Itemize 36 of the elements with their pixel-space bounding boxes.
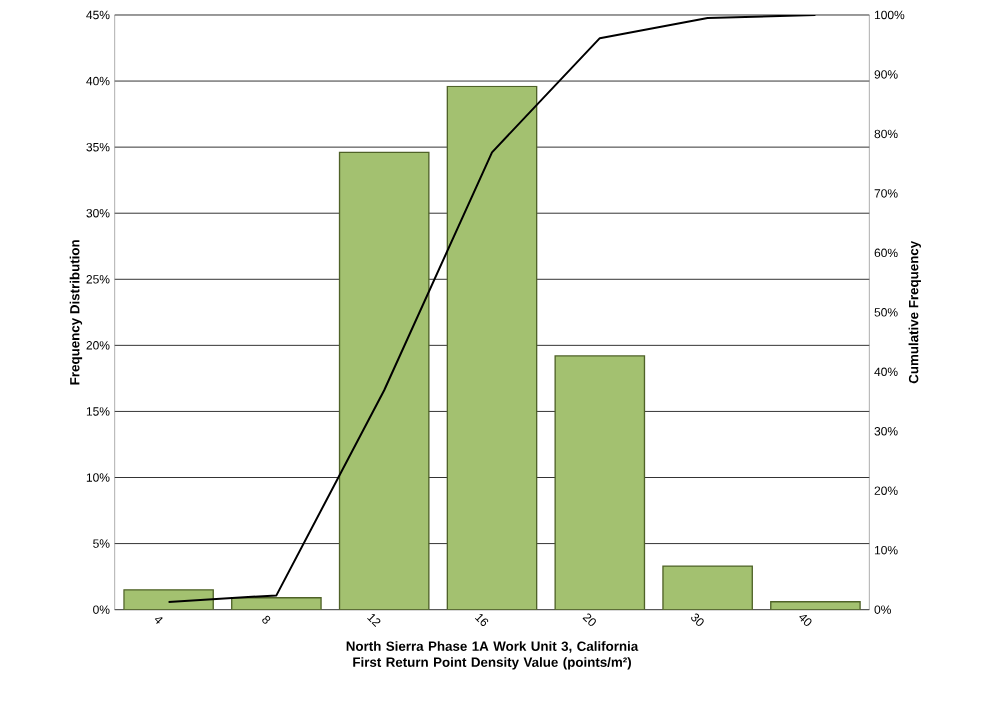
y-tick-label: 45% [86, 10, 110, 20]
y2-axis-title: Cumulative Frequency [908, 240, 921, 384]
y-tick-label: 10% [86, 473, 110, 482]
x-tick-label: 8 [262, 615, 271, 624]
y-tick-label: 25% [86, 275, 110, 284]
y-tick-label: 30% [86, 208, 110, 218]
y-axis-title: Frequency Distribution [69, 240, 83, 385]
y2-tick-label: 60% [874, 248, 898, 258]
x-tick-label: 16 [474, 613, 489, 627]
y2-tick-label: 50% [874, 308, 898, 317]
y2-tick-label: 70% [874, 189, 898, 198]
x-tick-label: 40 [799, 614, 812, 626]
x-tick-label: 30 [691, 613, 704, 626]
y2-tick-label: 20% [874, 486, 898, 495]
y2-tick-label: 0% [874, 605, 891, 614]
y-tick-label: 0% [93, 605, 110, 614]
y2-tick-label: 80% [874, 129, 898, 139]
y2-tick-label: 10% [874, 545, 898, 555]
x-tick-label: 12 [367, 613, 381, 627]
bar [662, 565, 753, 610]
y-tick-label: 5% [93, 539, 110, 548]
bar [231, 597, 322, 610]
bar [446, 85, 538, 610]
y-tick-label: 40% [86, 76, 110, 86]
y-tick-label: 35% [86, 142, 110, 152]
y2-tick-label: 90% [874, 70, 898, 79]
bar [554, 355, 646, 610]
y2-tick-label: 40% [874, 367, 898, 377]
y2-tick-label: 30% [874, 427, 898, 436]
y2-tick-label: 100% [874, 10, 905, 20]
y-tick-label: 20% [86, 341, 110, 350]
x-axis-title: North Sierra Phase 1A Work Unit 3, California First Return Point Density Value (points/m²) [346, 641, 639, 670]
bar [338, 151, 430, 610]
x-tick-label: 20 [582, 613, 596, 626]
x-tick-label: 4 [154, 617, 163, 624]
y-tick-label: 15% [86, 407, 110, 416]
